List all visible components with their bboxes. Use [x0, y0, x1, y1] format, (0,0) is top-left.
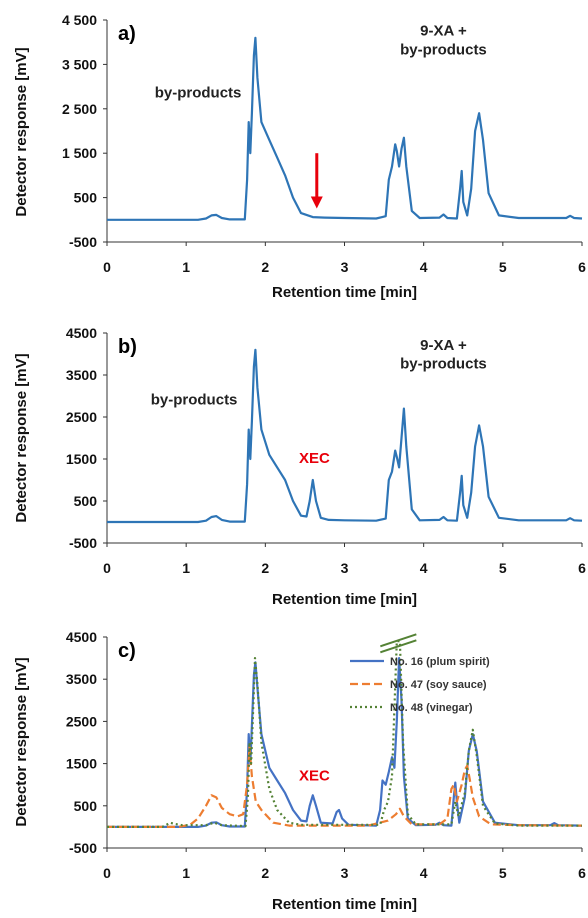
axis-break-mark — [380, 633, 417, 648]
x-tick-label: 3 — [341, 865, 349, 881]
x-tick-label: 1 — [182, 865, 190, 881]
x-axis-label: Retention time [min] — [272, 591, 417, 608]
peak-annotation: by-products — [400, 42, 487, 59]
series-line-3 — [107, 640, 582, 828]
x-axis-label: Retention time [min] — [272, 284, 417, 301]
y-tick-label: 2500 — [66, 409, 97, 425]
xec-annotation: XEC — [299, 450, 330, 467]
series-line-1 — [107, 36, 583, 221]
y-tick-label: 500 — [74, 493, 98, 509]
x-tick-label: 1 — [182, 560, 190, 576]
y-tick-label: 2 500 — [62, 101, 97, 117]
panel-a: -500 500 1 500 2 500 3 500 4 500 0 1 2 3 4 5 6 Retent… — [13, 12, 586, 301]
y-tick-label: 1 500 — [62, 145, 97, 161]
y-tick-label: 4500 — [66, 629, 97, 645]
red-arrow-head — [310, 196, 323, 209]
y-tick-label: -500 — [69, 535, 97, 551]
x-tick-label: 2 — [261, 259, 269, 275]
panel-b: -500 500 1500 2500 3500 4500 0 1 2 3 4 5 6 Retention … — [13, 325, 586, 608]
xec-annotation: XEC — [299, 767, 330, 784]
x-tick-label: 4 — [420, 865, 428, 881]
y-tick-label: 4500 — [66, 325, 97, 341]
panel-label: c) — [118, 640, 136, 662]
y-tick-label: -500 — [69, 234, 97, 250]
peak-annotation: 9-XA + — [420, 337, 467, 354]
y-axis-label: Detector response [mV] — [13, 47, 30, 216]
axis-break-mark — [380, 639, 417, 654]
x-tick-label: 0 — [103, 560, 111, 576]
x-tick-label: 2 — [261, 865, 269, 881]
y-tick-label: 3500 — [66, 671, 97, 687]
x-tick-label: 4 — [420, 560, 428, 576]
x-tick-label: 2 — [261, 560, 269, 576]
x-tick-label: 0 — [103, 259, 111, 275]
x-tick-label: 5 — [499, 865, 507, 881]
x-tick-label: 0 — [103, 865, 111, 881]
y-tick-label: 4 500 — [62, 12, 97, 28]
series-line-1 — [107, 348, 583, 524]
x-tick-label: 5 — [499, 259, 507, 275]
x-tick-label: 6 — [578, 560, 586, 576]
panel-label: b) — [118, 336, 137, 358]
y-tick-label: 3 500 — [62, 56, 97, 72]
y-axis-label: Detector response [mV] — [13, 657, 30, 826]
y-axis-label: Detector response [mV] — [13, 353, 30, 522]
legend-entry: No. 47 (soy sauce) — [390, 679, 487, 691]
x-tick-label: 6 — [578, 865, 586, 881]
x-tick-label: 1 — [182, 259, 190, 275]
y-tick-label: 2500 — [66, 713, 97, 729]
legend-entry: No. 16 (plum spirit) — [390, 656, 490, 668]
x-axis-label: Retention time [min] — [272, 896, 417, 913]
y-tick-label: 1500 — [66, 756, 97, 772]
x-tick-label: 3 — [341, 560, 349, 576]
panel-c: -500 500 1500 2500 3500 4500 0 1 2 3 4 5 6 Retention … — [13, 629, 586, 913]
series-line-1 — [107, 657, 583, 828]
peak-annotation: by-products — [400, 356, 487, 373]
series-line-2 — [107, 745, 583, 828]
peak-annotation: 9-XA + — [420, 23, 467, 40]
peak-annotation: by-products — [151, 391, 238, 408]
x-tick-label: 6 — [578, 259, 586, 275]
x-tick-label: 4 — [420, 259, 428, 275]
legend-entry: No. 48 (vinegar) — [390, 702, 473, 714]
y-tick-label: 3500 — [66, 367, 97, 383]
x-tick-label: 5 — [499, 560, 507, 576]
peak-annotation: by-products — [155, 85, 242, 102]
panel-label: a) — [118, 23, 136, 45]
y-tick-label: 1500 — [66, 451, 97, 467]
y-tick-label: 500 — [74, 190, 98, 206]
y-tick-label: -500 — [69, 840, 97, 856]
x-tick-label: 3 — [341, 259, 349, 275]
y-tick-label: 500 — [74, 798, 98, 814]
